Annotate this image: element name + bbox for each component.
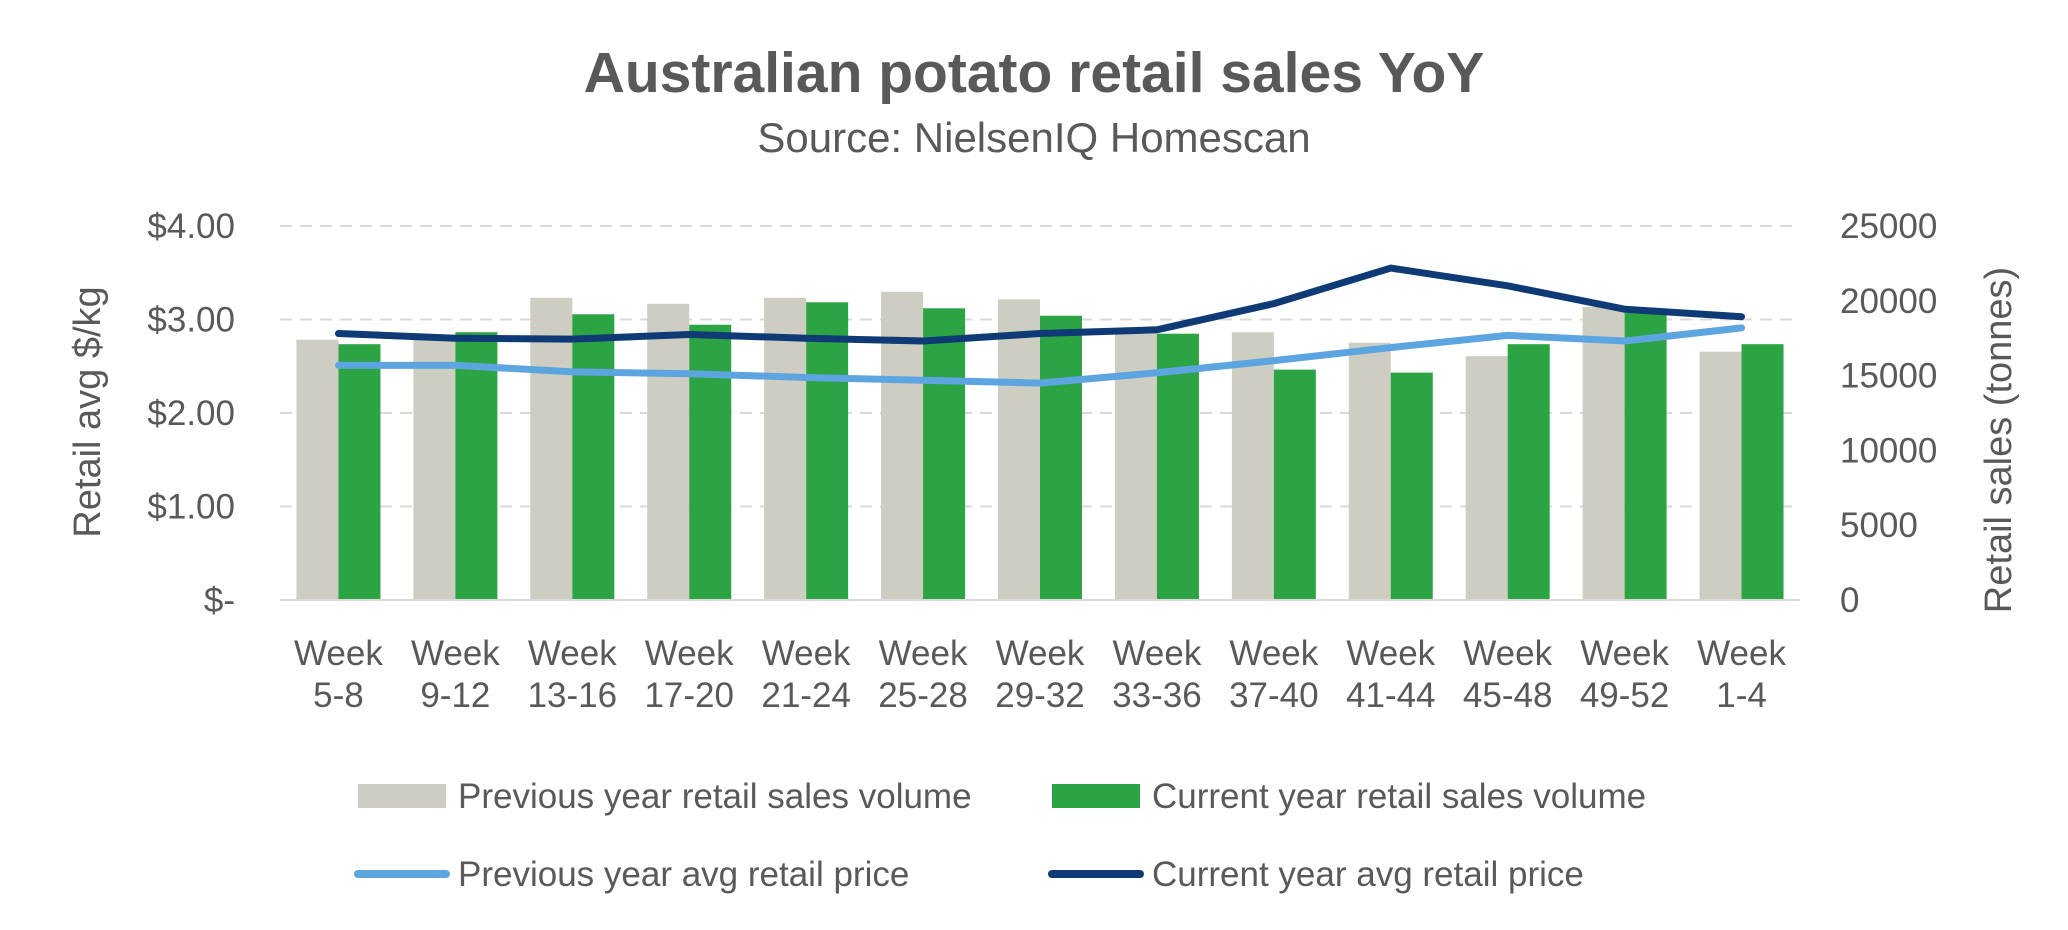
x-tick-label-line: Week (294, 634, 383, 673)
bar-current-year-volume (455, 332, 498, 600)
chart-title: Australian potato retail sales YoY (584, 41, 1485, 105)
left-tick-label: $- (204, 581, 235, 620)
bar-previous-year-volume (647, 303, 690, 600)
bar-previous-year-volume (764, 297, 807, 600)
bar-current-year-volume (338, 344, 381, 600)
bar-previous-year-volume (1465, 356, 1508, 600)
legend-swatch-bar (358, 784, 446, 808)
x-tick-label: Week 45-48 (1463, 634, 1553, 715)
x-tick-label-line: 17-20 (644, 676, 734, 715)
bar-previous-year-volume (1582, 306, 1625, 600)
bar-previous-year-volume (530, 297, 573, 600)
legend-label: Current year avg retail price (1152, 855, 1584, 894)
x-tick-label-line: 21-24 (761, 676, 851, 715)
x-tick-label: Week 21-24 (761, 634, 851, 715)
x-tick-label-line: 45-48 (1463, 676, 1553, 715)
x-tick-label: Week 17-20 (644, 634, 734, 715)
bar-current-year-volume (923, 308, 966, 600)
bar-current-year-volume (1624, 312, 1667, 600)
x-tick-label-line: 37-40 (1229, 676, 1319, 715)
x-tick-label-line: Week (996, 634, 1085, 673)
x-tick-label-line: 29-32 (995, 676, 1085, 715)
right-tick-label: 20000 (1840, 282, 1937, 321)
x-tick-label-line: Week (879, 634, 968, 673)
bar-previous-year-volume (1348, 342, 1391, 600)
right-axis-title: Retail sales (tonnes) (1978, 267, 2020, 613)
bar-current-year-volume (1507, 344, 1550, 600)
x-tick-label-line: Week (1697, 634, 1786, 673)
x-tick-label-line: 13-16 (528, 676, 618, 715)
x-tick-label-line: 1-4 (1716, 676, 1767, 715)
right-tick-label: 15000 (1840, 357, 1937, 396)
x-tick-label: Week 25-28 (878, 634, 968, 715)
left-tick-label: $4.00 (147, 207, 235, 246)
x-tick-label-line: 33-36 (1112, 676, 1202, 715)
bar-current-year-volume (1040, 315, 1082, 600)
bar-current-year-volume (1273, 369, 1316, 600)
bar-current-year-volume (689, 324, 732, 600)
line-current-year-price (334, 264, 1746, 345)
x-tick-label: Week 13-16 (528, 634, 618, 715)
x-tick-label-line: 41-44 (1346, 676, 1436, 715)
x-tick-label-line: Week (528, 634, 617, 673)
bar-current-year-volume (806, 302, 849, 600)
line-previous-year-price (334, 324, 1746, 387)
x-tick-label-line: 9-12 (420, 676, 490, 715)
right-tick-label: 10000 (1840, 431, 1937, 470)
legend-swatch-bar (1052, 784, 1140, 808)
bar-current-year-volume (1156, 333, 1199, 600)
x-tick-label: Week 1-4 (1697, 634, 1786, 715)
x-tick-label-line: Week (762, 634, 851, 673)
x-tick-label-line: Week (1229, 634, 1318, 673)
left-tick-label: $1.00 (147, 488, 235, 527)
x-tick-label: Week 37-40 (1229, 634, 1319, 715)
x-tick-label-line: Week (411, 634, 500, 673)
right-tick-label: 25000 (1840, 207, 1937, 246)
bar-previous-year-volume (1231, 332, 1274, 600)
x-tick-label-line: Week (1463, 634, 1552, 673)
legend-label: Current year retail sales volume (1152, 777, 1646, 816)
bar-current-year-volume (572, 314, 615, 600)
bar-previous-year-volume (296, 339, 339, 600)
left-tick-label: $3.00 (147, 301, 235, 340)
x-tick-label: Week 9-12 (411, 634, 500, 715)
left-tick-label: $2.00 (147, 394, 235, 433)
bar-series-group (296, 291, 1784, 600)
x-tick-label: Week 29-32 (995, 634, 1085, 715)
legend-label: Previous year retail sales volume (458, 777, 972, 816)
right-axis-ticks: 0 5000 10000 15000 20000 25000 (1840, 207, 1937, 620)
bar-current-year-volume (1390, 372, 1433, 600)
x-tick-label: Week 33-36 (1112, 634, 1202, 715)
x-tick-label: Week 49-52 (1580, 634, 1670, 715)
legend: Previous year retail sales volume Current… (354, 777, 1646, 894)
bar-previous-year-volume (998, 299, 1040, 600)
x-tick-label-line: Week (1580, 634, 1669, 673)
chart-subtitle: Source: NielsenIQ Homescan (757, 114, 1310, 161)
bar-previous-year-volume (413, 336, 456, 600)
x-tick-label-line: Week (645, 634, 734, 673)
line-series-group (334, 264, 1746, 387)
left-axis-ticks: $- $1.00 $2.00 $3.00 $4.00 (147, 207, 235, 620)
bar-current-year-volume (1741, 344, 1784, 600)
bar-previous-year-volume (1699, 351, 1742, 600)
x-tick-label-line: 49-52 (1580, 676, 1670, 715)
left-axis-title: Retail avg $/kg (67, 286, 109, 537)
x-tick-label: Week 41-44 (1346, 634, 1436, 715)
right-tick-label: 5000 (1840, 506, 1918, 545)
right-tick-label: 0 (1840, 581, 1859, 620)
x-tick-label: Week 5-8 (294, 634, 383, 715)
x-tick-label-line: Week (1346, 634, 1435, 673)
legend-label: Previous year avg retail price (458, 855, 909, 894)
x-tick-label-line: Week (1113, 634, 1202, 673)
x-tick-label-line: 25-28 (878, 676, 968, 715)
x-tick-label-line: 5-8 (313, 676, 364, 715)
